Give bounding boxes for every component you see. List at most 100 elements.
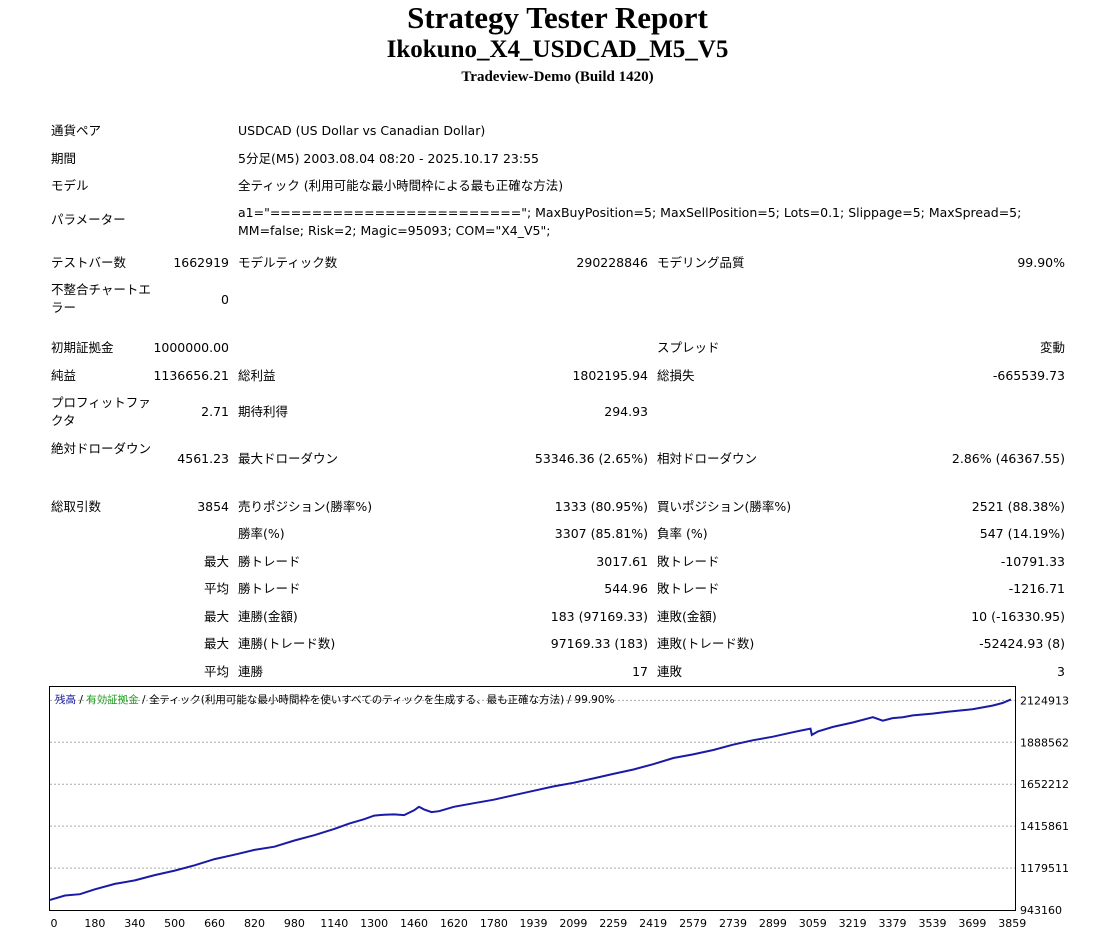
grossloss-label: 総損失 — [657, 368, 695, 383]
avgconsloss-label: 連敗 — [657, 664, 683, 679]
maxdd-value: 53346.36 (2.65%) — [534, 451, 648, 466]
trades-value: 3854 — [197, 499, 229, 514]
x-tick-label: 2579 — [679, 917, 707, 930]
ticks-label: モデルティック数 — [238, 255, 338, 270]
avg-cons-label: 平均 — [203, 664, 229, 679]
deposit-value: 1000000.00 — [153, 340, 229, 355]
maxconsloss-count-value: -52424.93 (8) — [979, 636, 1065, 651]
long-label: 買いポジション(勝率%) — [657, 499, 792, 514]
mismatch-label: 不整合チャートエラー — [51, 282, 151, 315]
maxconsloss-money-label: 連敗(金額) — [657, 609, 717, 624]
bars-value: 1662919 — [173, 255, 229, 270]
model-value: 全ティック (利用可能な最小時間枠による最も正確な方法) — [238, 178, 564, 193]
chart-grid — [50, 699, 1015, 869]
max-cons-money-label: 最大 — [203, 609, 229, 624]
x-tick-label: 2899 — [759, 917, 787, 930]
legend-equity: 有効証拠金 — [86, 693, 139, 706]
y-tick-label: 1888562 — [1020, 736, 1069, 749]
params-label: パラメーター — [51, 212, 126, 227]
y-tick-label: 1415861 — [1020, 820, 1069, 833]
server-build: Tradeview-Demo (Build 1420) — [461, 69, 654, 85]
report-title: Strategy Tester Report — [407, 0, 708, 35]
balance-chart: 残高 / 有効証拠金 / 全ティック(利用可能な最小時間枠を使いすべてのティック… — [49, 686, 1069, 930]
y-tick-label: 1179511 — [1020, 862, 1069, 875]
avg-win-value: 544.96 — [604, 581, 648, 596]
spread-value: 変動 — [1039, 340, 1065, 355]
legend-sep2: / — [139, 694, 149, 706]
avgconswin-value: 17 — [632, 664, 648, 679]
x-tick-label: 2099 — [559, 917, 587, 930]
trades-label: 総取引数 — [51, 499, 102, 514]
payoff-label: 期待利得 — [238, 404, 289, 419]
avg-loss-value: -1216.71 — [1008, 581, 1065, 596]
largest-loss-label: 敗トレード — [657, 554, 720, 569]
netprofit-label: 純益 — [51, 368, 77, 383]
period-value: 5分足(M5) 2003.08.04 08:20 - 2025.10.17 23… — [238, 151, 540, 166]
maxconswin-count-label: 連勝(トレード数) — [238, 636, 336, 651]
quality-value: 99.90% — [1017, 255, 1065, 270]
params-value: a1="========================"; MaxBuyPos… — [238, 205, 1022, 238]
quality-label: モデリング品質 — [657, 255, 745, 270]
x-tick-label: 1939 — [519, 917, 547, 930]
period-label: 期間 — [51, 151, 77, 166]
x-tick-label: 1300 — [360, 917, 388, 930]
reldd-label: 相対ドローダウン — [657, 451, 758, 466]
x-tick-label: 0 — [51, 917, 58, 930]
x-tick-label: 3379 — [879, 917, 907, 930]
x-tick-label: 3859 — [998, 917, 1026, 930]
x-tick-label: 1780 — [480, 917, 508, 930]
pf-value: 2.71 — [201, 404, 229, 419]
payoff-value: 294.93 — [604, 404, 648, 419]
maxconsloss-count-label: 連敗(トレード数) — [657, 636, 755, 651]
symbol-label: 通貨ペア — [51, 123, 102, 138]
largest-label: 最大 — [203, 554, 229, 569]
short-value: 1333 (80.95%) — [554, 499, 648, 514]
x-tick-label: 340 — [124, 917, 145, 930]
legend-model: 全ティック(利用可能な最小時間枠を使いすべてのティックを生成する、最も正確な方法… — [149, 693, 564, 706]
maxconswin-count-value: 97169.33 (183) — [550, 636, 648, 651]
absdd-value: 4561.23 — [177, 451, 229, 466]
max-cons-count-label: 最大 — [203, 636, 229, 651]
y-tick-label: 943160 — [1020, 904, 1062, 917]
x-tick-label: 180 — [84, 917, 105, 930]
y-tick-label: 2124913 — [1020, 694, 1069, 707]
x-tick-label: 1460 — [400, 917, 428, 930]
maxdd-label: 最大ドローダウン — [238, 451, 339, 466]
grossprofit-value: 1802195.94 — [572, 368, 648, 383]
bars-label: テストバー数 — [51, 255, 127, 270]
y-axis-ticks: 2124913 1888562 1652212 1415861 1179511 94316… — [1020, 694, 1069, 917]
legend-quality: 99.90% — [574, 694, 614, 706]
expert-name: Ikokuno_X4_USDCAD_M5_V5 — [386, 36, 729, 63]
avg-win-label: 勝トレード — [238, 581, 301, 596]
lossrate-label: 負率 (%) — [657, 526, 708, 541]
maxconsloss-money-value: 10 (-16330.95) — [971, 609, 1065, 624]
grossloss-value: -665539.73 — [992, 368, 1065, 383]
legend-balance: 残高 — [55, 693, 76, 706]
average-label: 平均 — [203, 581, 229, 596]
maxconswin-money-label: 連勝(金額) — [238, 609, 298, 624]
x-tick-label: 500 — [164, 917, 185, 930]
short-label: 売りポジション(勝率%) — [238, 499, 373, 514]
chart-frame — [49, 686, 1016, 911]
winrate-label: 勝率(%) — [238, 526, 285, 541]
avgconswin-label: 連勝 — [238, 664, 264, 679]
legend-sep3: / — [564, 694, 574, 706]
maxconswin-money-value: 183 (97169.33) — [550, 609, 648, 624]
avg-loss-label: 敗トレード — [657, 581, 720, 596]
x-tick-label: 2739 — [719, 917, 747, 930]
pf-label: プロフィットファクタ — [51, 395, 151, 428]
x-tick-label: 3539 — [918, 917, 946, 930]
largest-win-label: 勝トレード — [238, 554, 301, 569]
x-tick-label: 820 — [244, 917, 265, 930]
deposit-label: 初期証拠金 — [51, 340, 114, 355]
long-value: 2521 (88.38%) — [971, 499, 1065, 514]
x-tick-label: 3699 — [958, 917, 986, 930]
balance-line — [49, 698, 1012, 901]
ticks-value: 290228846 — [576, 255, 648, 270]
largest-win-value: 3017.61 — [596, 554, 648, 569]
x-tick-label: 3219 — [839, 917, 867, 930]
x-axis-ticks: 0 180 340 500 660 820 980 1140 1300 1460 1620 1780 1… — [51, 917, 1027, 930]
x-tick-label: 660 — [204, 917, 225, 930]
winrate-value: 3307 (85.81%) — [554, 526, 648, 541]
reldd-value: 2.86% (46367.55) — [951, 451, 1065, 466]
